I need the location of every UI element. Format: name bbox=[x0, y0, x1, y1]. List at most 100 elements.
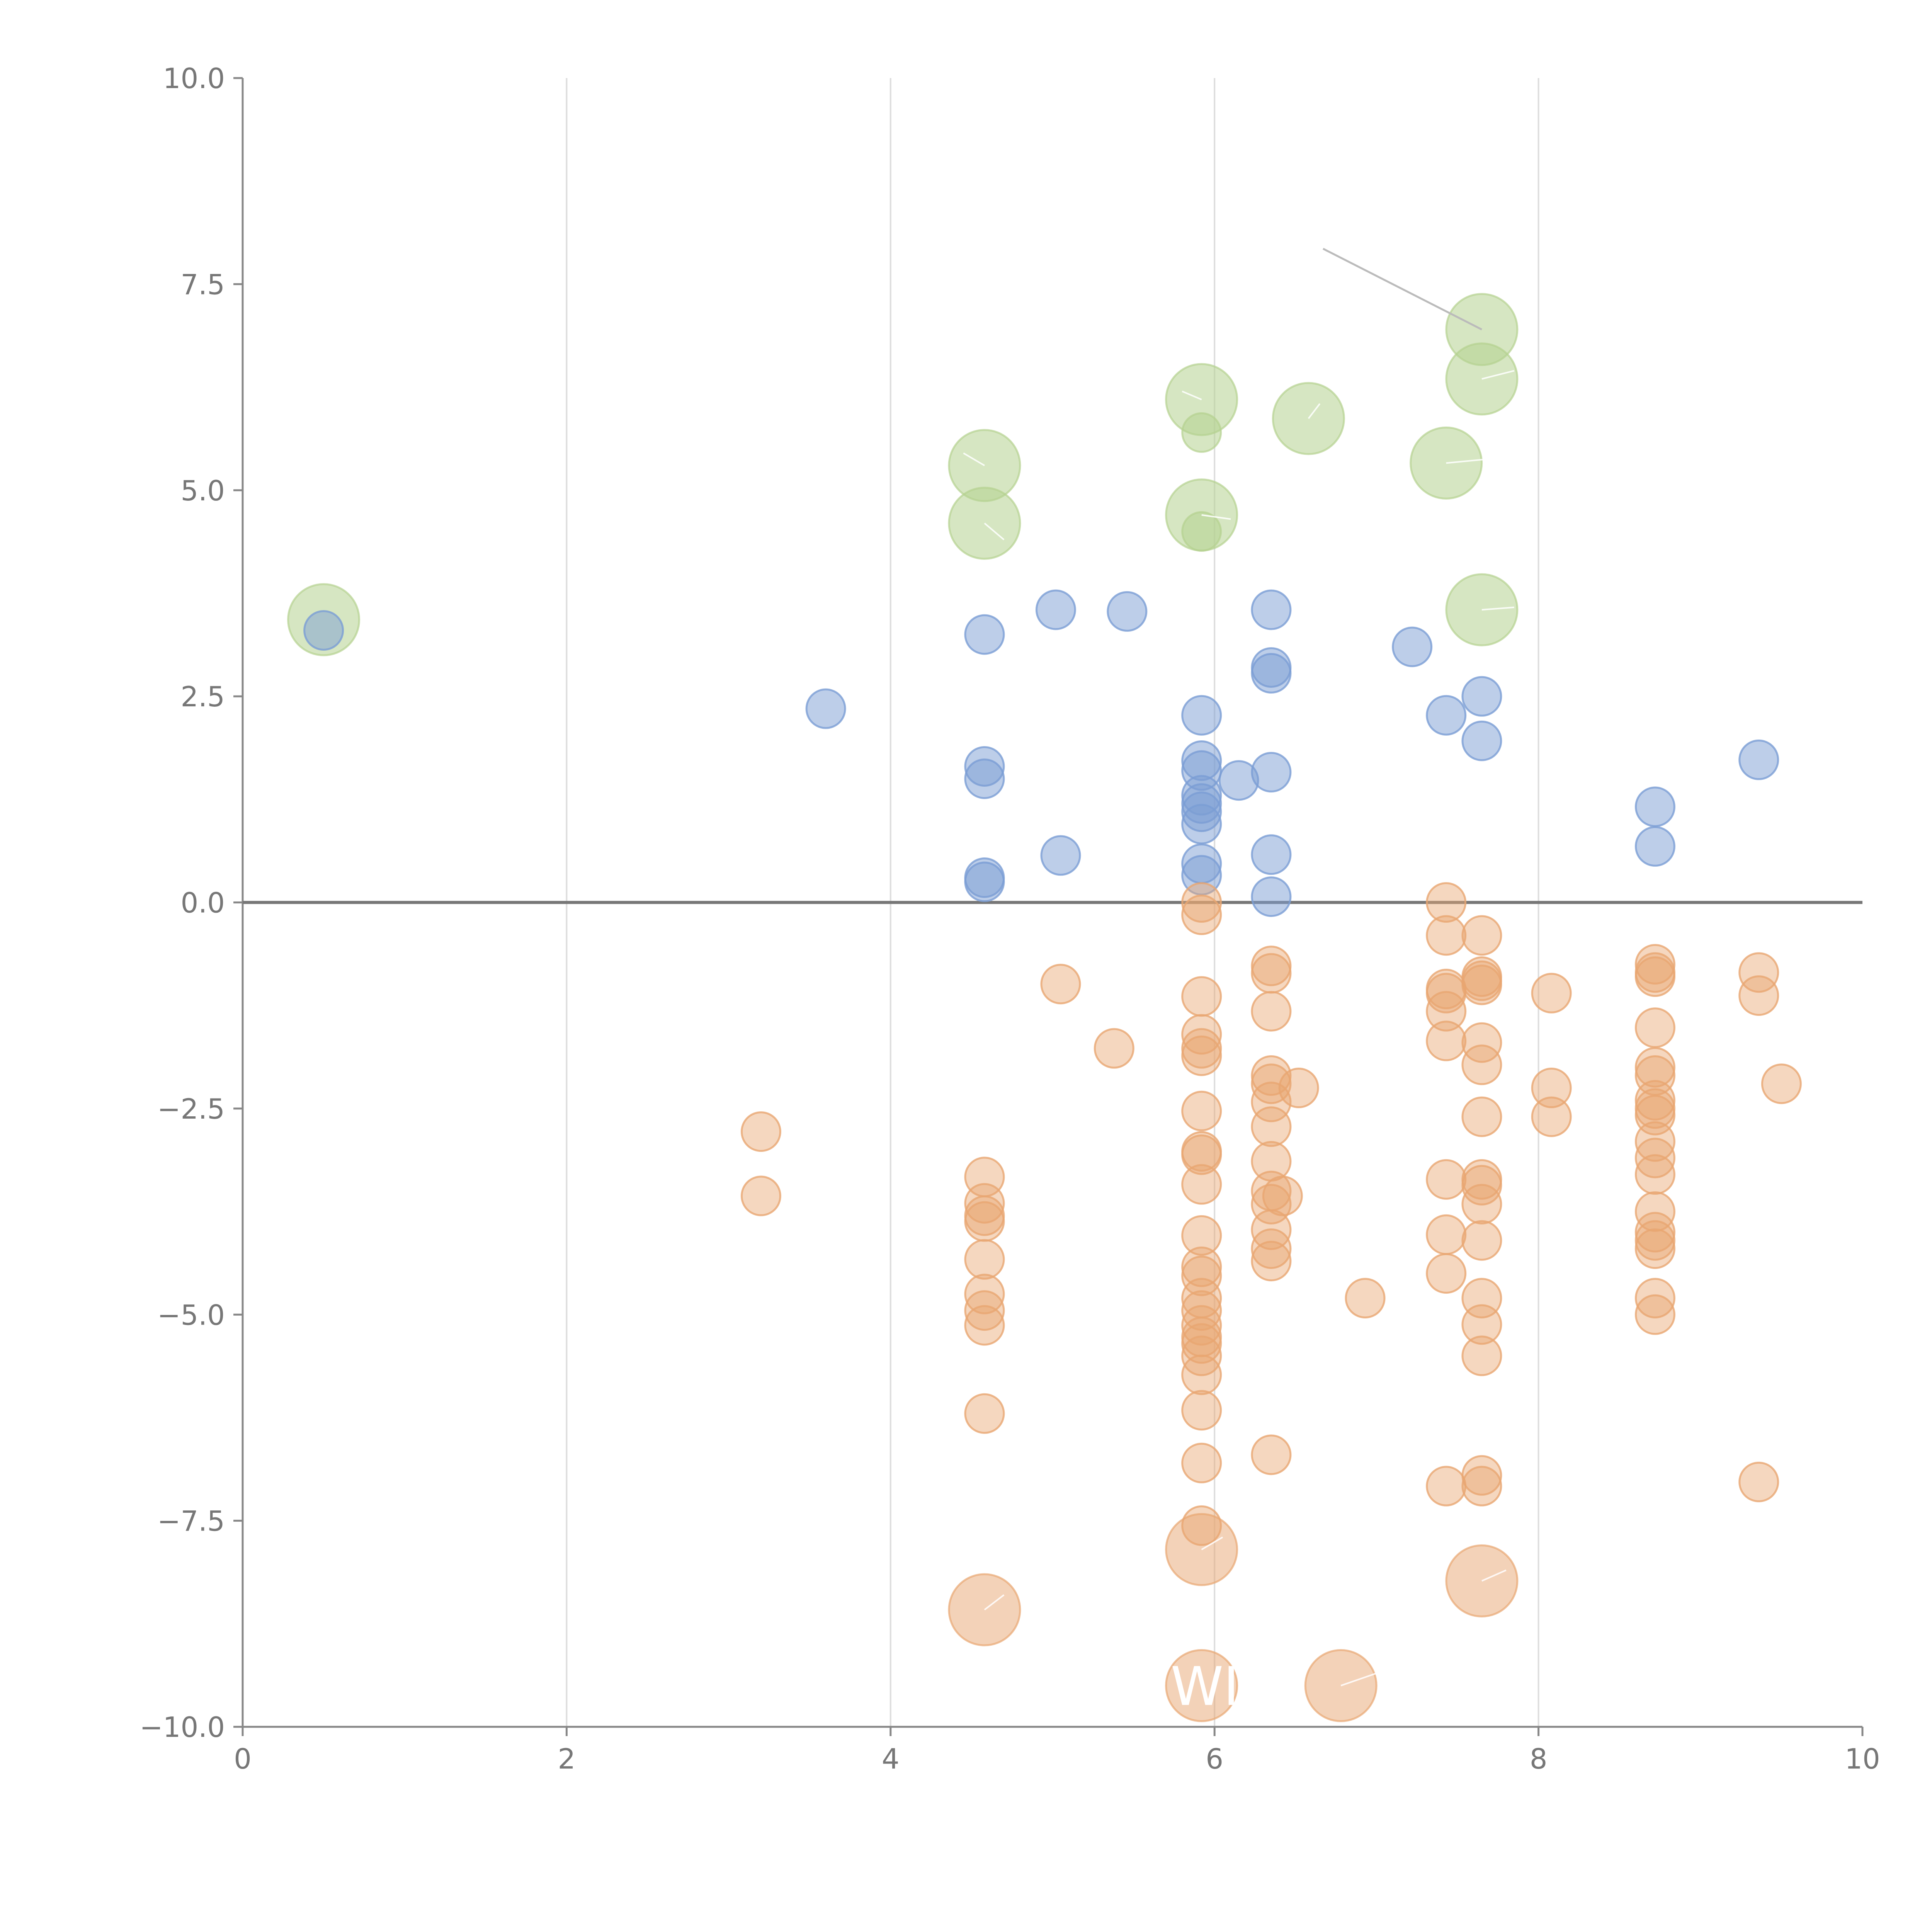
negative-point bbox=[1181, 1354, 1222, 1395]
positive-point bbox=[303, 610, 344, 651]
negative-point bbox=[1461, 1044, 1502, 1085]
negative-point bbox=[1634, 1294, 1675, 1335]
x-tick-label: 0 bbox=[234, 1743, 252, 1775]
negative-point bbox=[1634, 1138, 1675, 1179]
negative-point bbox=[1634, 1121, 1675, 1162]
negative-point bbox=[1531, 1068, 1572, 1109]
negative-point bbox=[1426, 1466, 1467, 1507]
positive-point bbox=[1738, 739, 1779, 780]
negative-point bbox=[1461, 1304, 1502, 1345]
annotation-leader bbox=[1481, 606, 1514, 611]
negative-point bbox=[1181, 1505, 1222, 1546]
negative-point bbox=[740, 1175, 781, 1216]
negative-point bbox=[1181, 1390, 1222, 1431]
negative-point bbox=[1181, 976, 1222, 1017]
negative-point bbox=[1461, 1022, 1502, 1063]
highlight-positive-point bbox=[1181, 511, 1222, 552]
negative-point bbox=[1461, 1220, 1502, 1261]
negative-point bbox=[1738, 1461, 1779, 1502]
annotation-label: WIN bbox=[1171, 1655, 1279, 1718]
negative-point bbox=[1181, 1164, 1222, 1205]
negative-point bbox=[1251, 1106, 1292, 1147]
positive-point bbox=[1251, 653, 1292, 694]
annotation-leader bbox=[963, 452, 985, 466]
positive-point bbox=[1181, 695, 1222, 736]
negative-point bbox=[1738, 952, 1779, 993]
positive-point bbox=[1251, 876, 1292, 917]
negative-point bbox=[1461, 1096, 1502, 1137]
negative-point bbox=[1181, 895, 1222, 935]
positive-point bbox=[1040, 835, 1081, 876]
positive-point bbox=[1251, 589, 1292, 630]
y-tick-label: −2.5 bbox=[157, 1093, 225, 1125]
positive-point bbox=[1107, 591, 1148, 632]
negative-point bbox=[1738, 975, 1779, 1016]
negative-point bbox=[964, 1239, 1005, 1280]
negative-point bbox=[1181, 1255, 1222, 1296]
positive-point bbox=[1634, 826, 1675, 867]
negative-point bbox=[1634, 1212, 1675, 1253]
axes: 0 2 4 6 8 10 10.0 7.5 5.0 2.5 0.0 −2.5 −5.0 −7.5 −10.0 bbox=[139, 62, 1880, 1775]
negative-point bbox=[1181, 1323, 1222, 1364]
negative-point bbox=[1181, 1014, 1222, 1055]
negative-point bbox=[964, 1393, 1005, 1434]
negative-point bbox=[1634, 1228, 1675, 1269]
x-tick-label: 4 bbox=[882, 1743, 900, 1775]
positive-point bbox=[1251, 752, 1292, 793]
negative-point bbox=[1181, 1442, 1222, 1483]
negative-point bbox=[1634, 1007, 1675, 1048]
negative-point bbox=[964, 1183, 1005, 1224]
negative-point bbox=[1094, 1028, 1134, 1069]
annotation-leader bbox=[1446, 458, 1490, 464]
y-tick-label: −5.0 bbox=[157, 1299, 225, 1331]
data-points bbox=[287, 293, 1802, 1722]
positive-point bbox=[1181, 804, 1222, 845]
highlight-positive-point bbox=[1445, 342, 1519, 416]
negative-point bbox=[964, 1201, 1005, 1242]
leader-line bbox=[1322, 248, 1483, 330]
highlight-negative-point bbox=[1165, 1649, 1238, 1722]
negative-point bbox=[1426, 915, 1467, 956]
negative-point bbox=[1461, 1335, 1502, 1376]
x-tick-label: 8 bbox=[1530, 1743, 1548, 1775]
negative-point bbox=[1461, 1455, 1502, 1496]
negative-point bbox=[964, 1305, 1005, 1346]
positive-point bbox=[1426, 695, 1467, 736]
positive-point bbox=[964, 614, 1005, 655]
negative-point bbox=[1040, 964, 1081, 1005]
negative-point bbox=[1426, 991, 1467, 1032]
y-tick-label: 2.5 bbox=[180, 680, 225, 713]
annotation-leader bbox=[1481, 370, 1515, 380]
positive-point bbox=[964, 758, 1005, 799]
negative-point bbox=[1426, 1214, 1467, 1255]
negative-point bbox=[964, 1290, 1005, 1331]
negative-point bbox=[1461, 1184, 1502, 1225]
annotation-leader bbox=[984, 522, 1005, 541]
negative-point bbox=[1634, 956, 1675, 997]
annotation-leader bbox=[1201, 1536, 1223, 1551]
negative-point bbox=[1634, 1278, 1675, 1319]
negative-point bbox=[1251, 991, 1292, 1032]
negative-point bbox=[1181, 1247, 1222, 1287]
negative-point bbox=[1634, 1220, 1675, 1261]
negative-point bbox=[964, 1274, 1005, 1315]
negative-point bbox=[1426, 1159, 1467, 1200]
y-tick-label: 5.0 bbox=[180, 474, 225, 507]
negative-point bbox=[1278, 1068, 1319, 1109]
positive-point bbox=[964, 861, 1005, 902]
negative-point bbox=[1181, 1305, 1222, 1346]
negative-point bbox=[1461, 915, 1502, 956]
negative-point bbox=[1181, 1134, 1222, 1175]
positive-point bbox=[1392, 626, 1433, 667]
y-tick-label: 0.0 bbox=[180, 887, 225, 919]
negative-point bbox=[1251, 1228, 1292, 1269]
y-tick-label: 10.0 bbox=[163, 62, 225, 95]
positive-point bbox=[1461, 676, 1502, 717]
annotation-leader bbox=[1308, 403, 1321, 419]
annotation-leader bbox=[1182, 390, 1202, 400]
negative-point bbox=[1761, 1063, 1802, 1104]
negative-point bbox=[1345, 1278, 1386, 1319]
negative-point bbox=[1426, 882, 1467, 923]
negative-point bbox=[1251, 1434, 1292, 1475]
